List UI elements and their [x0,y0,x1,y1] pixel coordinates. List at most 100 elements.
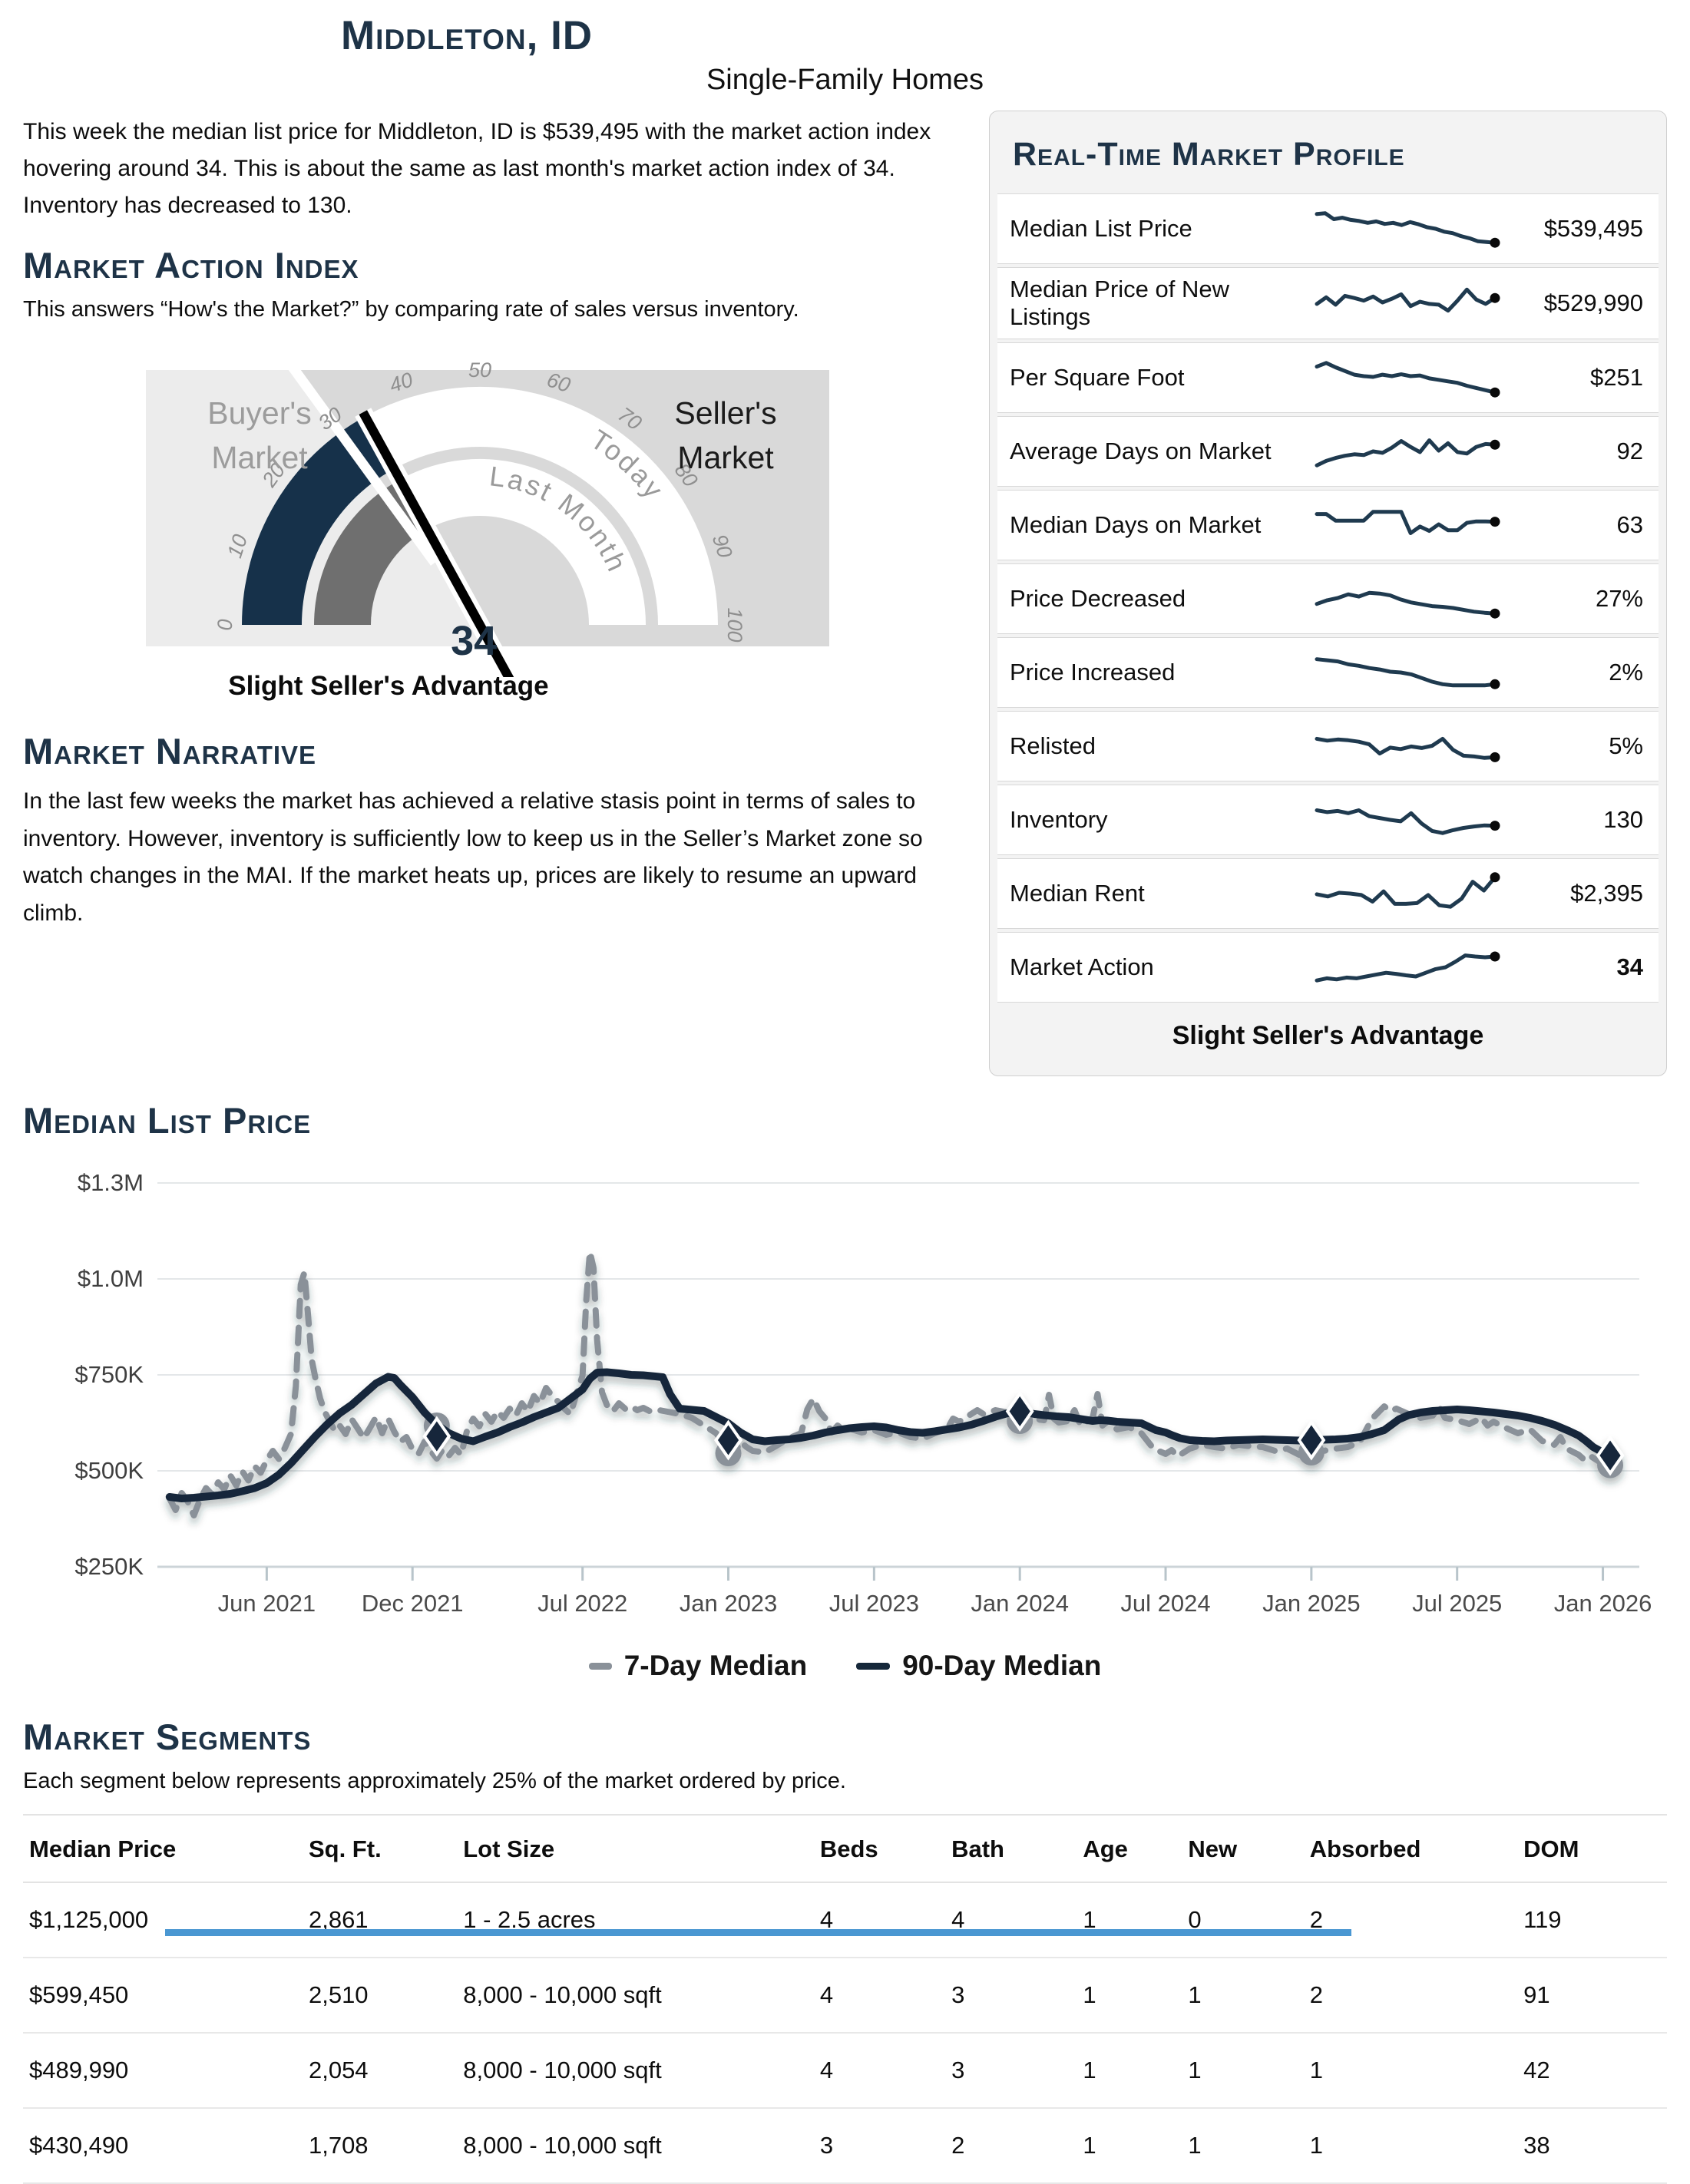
profile-row-value: $539,495 [1543,215,1643,242]
svg-text:Market: Market [211,440,308,475]
segments-column-header: Lot Size [457,1814,814,1883]
svg-text:100: 100 [723,607,746,642]
sparkline [1311,867,1506,920]
table-cell: 1 [1182,2108,1304,2184]
sparkline [1311,425,1506,478]
profile-row: Average Days on Market 92 [997,416,1659,487]
narrative-text: In the last few weeks the market has ach… [23,788,923,926]
table-cell: $489,990 [23,2033,303,2109]
line-chart: $250K $500K $750K $1.0M $1.3M Jun 2021 Dec 202… [74,1169,1652,1617]
profile-row-label: Median Days on Market [1010,511,1262,538]
table-cell: 1 [1077,2108,1182,2184]
next-section-chart-edge [165,1929,1351,1936]
table-cell: 42 [1517,2033,1667,2109]
table-cell: 2,054 [302,2033,458,2109]
profile-row-label: Price Decreased [1010,585,1186,612]
profile-row-label: Median Rent [1010,880,1145,907]
profile-row-value: $251 [1590,364,1643,391]
sparkline [1311,720,1506,773]
profile-row: Per Square Foot $251 [997,342,1659,413]
segments-column-header: Sq. Ft. [302,1814,458,1883]
table-cell: 1 [1303,2033,1518,2109]
page-title: Middleton, ID [341,13,594,58]
segments-column-header: Absorbed [1303,1814,1518,1883]
profile-row: Inventory 130 [997,785,1659,855]
table-cell: 3 [945,2033,1077,2109]
profile-row-value: 130 [1603,806,1643,833]
segments-column-header: Age [1077,1814,1182,1883]
legend-90day-label: 90-Day Median [902,1650,1102,1681]
page-subtitle: Single-Family Homes [706,64,984,96]
intro-paragraph: This week the median list price for Midd… [23,119,931,218]
table-cell: 4 [945,1882,1077,1958]
legend-item-7day: 7-Day Median [588,1650,807,1682]
legend-dash-swatch [588,1662,612,1670]
profile-row-label: Per Square Foot [1010,364,1185,391]
profile-row-label: Price Increased [1010,659,1176,686]
segments-column-header: Bath [945,1814,1077,1883]
segments-column-header: Median Price [23,1814,303,1883]
svg-text:Buyer's: Buyer's [207,395,311,431]
table-cell: 1 [1077,2033,1182,2109]
table-cell: 1 [1077,1882,1182,1958]
sparkline [1311,352,1506,405]
svg-text:$750K: $750K [74,1361,144,1388]
sparkline [1311,573,1506,626]
table-cell: 0 [1182,1882,1304,1958]
table-cell: 2 [1303,1882,1518,1958]
right-column: Real-Time Market Profile Median List Pri… [989,111,1667,1076]
gauge-caption: Slight Seller's Advantage [228,671,549,701]
table-row: $489,990 2,054 8,000 - 10,000 sqft 4 3 1 1 1 42 [23,2033,1667,2109]
profile-row-value: 34 [1616,953,1643,980]
table-cell: 4 [813,1882,946,1958]
table-cell: 1 - 2.5 acres [457,1882,814,1958]
svg-text:$1.3M: $1.3M [78,1169,144,1196]
table-cell: 2 [945,2108,1077,2184]
table-cell: 4 [813,2033,946,2109]
table-row: $1,125,000 2,861 1 - 2.5 acres 4 4 1 0 2 119 [23,1882,1667,1958]
svg-text:Jul 2022: Jul 2022 [537,1590,627,1617]
table-cell: 4 [813,1958,946,2034]
segments-table-header: Median Price Sq. Ft. Lot Size Beds Bath Age Ne… [23,1814,1667,1883]
profile-row: Median Price of New Listings $529,990 [997,267,1659,339]
table-cell: 2 [1303,1958,1518,2034]
profile-row: Median Days on Market 63 [997,490,1659,560]
market-action-gauge: 0 10 20 30 40 50 60 70 80 90 100 Last Month Today Buy… [146,339,829,754]
chart-legend: 7-Day Median 90-Day Median [23,1650,1667,1682]
sparkline [1311,203,1506,256]
segments-column-header: DOM [1517,1814,1667,1883]
content-columns: This week the median list price for Midd… [23,111,1667,1076]
profile-row-value: $2,395 [1570,880,1643,907]
profile-row: Price Increased 2% [997,637,1659,708]
segments-description: Each segment below represents approximat… [23,1769,846,1793]
svg-text:Jul 2024: Jul 2024 [1120,1590,1210,1617]
table-cell: 38 [1517,2108,1667,2184]
profile-row-label: Average Days on Market [1010,438,1272,464]
svg-text:Jan 2024: Jan 2024 [971,1590,1069,1617]
profile-row: Median List Price $539,495 [997,193,1659,264]
svg-text:$500K: $500K [74,1457,144,1484]
median-list-price-chart: $250K $500K $750K $1.0M $1.3M Jun 2021 Dec 202… [23,1152,1667,1682]
profile-row-label: Median Price of New Listings [1010,276,1230,330]
narrative-heading: Market Narrative [23,731,317,772]
profile-row-label: Market Action [1010,953,1154,980]
svg-text:Jul 2025: Jul 2025 [1412,1590,1502,1617]
segments-table: Median Price Sq. Ft. Lot Size Beds Bath Age Ne… [23,1814,1667,2184]
profile-row-value: 92 [1616,438,1643,464]
mlp-heading: Median List Price [23,1100,312,1141]
left-column: This week the median list price for Midd… [23,111,969,946]
table-cell: 119 [1517,1882,1667,1958]
segments-heading: Market Segments [23,1716,312,1757]
mai-description: This answers “How's the Market?” by comp… [23,297,799,322]
svg-text:Jun 2021: Jun 2021 [218,1590,316,1617]
profile-row: Price Decreased 27% [997,563,1659,634]
sparkline [1311,499,1506,552]
table-cell: $599,450 [23,1958,303,2034]
svg-text:Jan 2026: Jan 2026 [1554,1590,1652,1617]
table-cell: 1 [1182,2033,1304,2109]
table-cell: $1,125,000 [23,1882,303,1958]
svg-text:Jan 2023: Jan 2023 [680,1590,778,1617]
legend-item-90day: 90-Day Median [856,1650,1101,1682]
svg-text:$250K: $250K [74,1553,144,1580]
